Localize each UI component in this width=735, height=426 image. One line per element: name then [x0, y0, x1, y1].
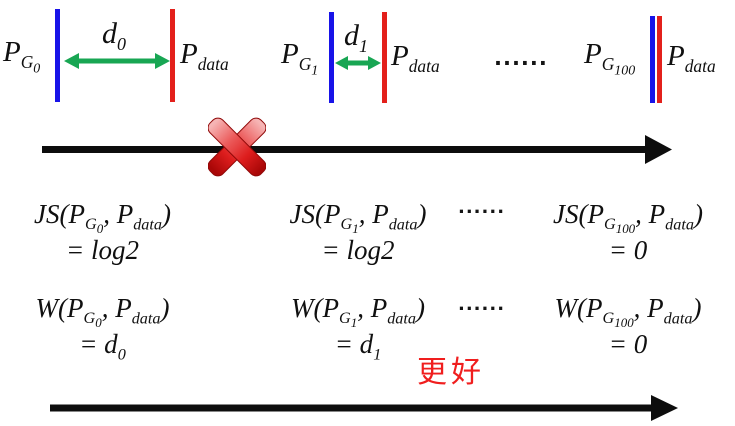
w-expr-1: W(PG1, Pdata)	[291, 293, 425, 331]
d1-label: d1	[344, 19, 368, 56]
pdata0-label: Pdata	[180, 38, 229, 74]
js-expr-1: JS(PG1, Pdata)	[289, 199, 427, 237]
d0-label: d0	[102, 17, 126, 54]
w-expr-0: W(PG0, Pdata)	[35, 293, 170, 331]
w-expr-100: W(PG100, Pdata)	[554, 293, 702, 331]
w-cell-1: W(PG1, Pdata) = d1	[263, 290, 453, 362]
w-row-ellipsis: ......	[458, 294, 506, 315]
js-cell-1: JS(PG1, Pdata) = log2	[263, 196, 453, 268]
pg0-label: PG0	[3, 36, 41, 77]
w-cell-0: W(PG0, Pdata) = d0	[5, 290, 200, 362]
js-expr-100: JS(PG100, Pdata)	[553, 199, 703, 237]
w-value-1: = d1	[334, 329, 382, 364]
js-value-0: = log2	[66, 235, 139, 265]
pg1-distribution-line	[329, 12, 334, 103]
d1-distance-arrow-icon	[335, 56, 381, 70]
w-cell-100: W(PG100, Pdata) = 0	[523, 290, 733, 362]
top-row-ellipsis: ......	[494, 46, 548, 70]
pg100-distribution-line	[650, 16, 655, 103]
pdata100-label: Pdata	[667, 40, 716, 76]
red-cross-icon	[208, 117, 266, 177]
pdata0-distribution-line	[170, 9, 175, 102]
pdata1-label: Pdata	[391, 40, 440, 76]
js-cell-100: JS(PG100, Pdata) = 0	[523, 196, 733, 268]
js-expr-0: JS(PG0, Pdata)	[34, 199, 171, 237]
js-value-1: = log2	[321, 235, 395, 265]
pdata100-distribution-line	[657, 16, 662, 103]
pg100-label: PG100	[584, 38, 636, 79]
w-axis-arrow-icon	[50, 395, 678, 421]
d0-distance-arrow-icon	[64, 53, 170, 69]
w-value-100: = 0	[608, 329, 648, 359]
js-value-100: = 0	[608, 235, 648, 265]
pg0-distribution-line	[55, 9, 60, 102]
better-annotation: 更好	[417, 355, 485, 390]
w-value-0: = d0	[79, 329, 126, 364]
pdata1-distribution-line	[382, 12, 387, 103]
js-cell-0: JS(PG0, Pdata) = log2	[5, 196, 200, 268]
js-axis-arrow-icon	[42, 135, 672, 164]
pg1-label: PG1	[281, 38, 319, 79]
js-row-ellipsis: ......	[458, 197, 506, 218]
